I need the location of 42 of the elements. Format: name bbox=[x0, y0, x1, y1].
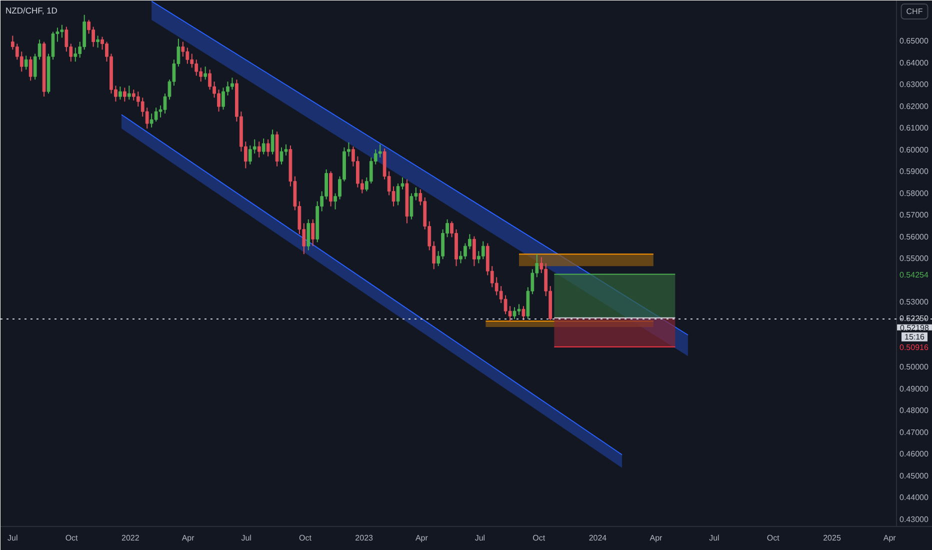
y-tick-label: 0.58000 bbox=[900, 188, 929, 198]
x-tick-label: Apr bbox=[650, 534, 663, 542]
x-tick-label: 2025 bbox=[823, 534, 842, 542]
y-tick-label: 0.43000 bbox=[900, 514, 929, 524]
y-tick-label: 0.64000 bbox=[900, 58, 929, 68]
x-tick-label: Apr bbox=[415, 534, 428, 542]
x-tick-label: Jul bbox=[241, 534, 252, 542]
y-tick-label: 0.54254 bbox=[900, 270, 929, 280]
x-tick-label: Oct bbox=[766, 534, 780, 542]
x-tick-label: Jul bbox=[709, 534, 720, 542]
y-tick-label: 0.49000 bbox=[900, 384, 929, 394]
x-tick-label: Apr bbox=[883, 534, 896, 542]
y-axis-title: CHF bbox=[906, 7, 923, 16]
y-tick-label: 0.57000 bbox=[900, 210, 929, 220]
x-tick-label: 2022 bbox=[122, 534, 140, 542]
y-tick-label: 0.50000 bbox=[900, 362, 929, 372]
x-tick-label: Jul bbox=[474, 534, 486, 542]
x-tick-label: 2023 bbox=[355, 534, 374, 542]
y-tick-label: 0.63000 bbox=[900, 80, 929, 90]
y-tick-label: 0.55000 bbox=[900, 254, 929, 264]
y-tick-label: 0.59000 bbox=[900, 167, 929, 176]
y-tick-label: 0.56000 bbox=[900, 232, 929, 242]
y-tick-label: 0.46000 bbox=[900, 450, 929, 459]
ref-line-label: 0.52198 15:16 bbox=[900, 323, 930, 342]
y-tick-label: 0.53000 bbox=[900, 298, 929, 307]
y-tick-label: 0.61000 bbox=[900, 124, 929, 133]
x-tick-label: Apr bbox=[182, 534, 195, 542]
y-tick-label: 0.65000 bbox=[900, 36, 929, 46]
y-tick-label: 0.44000 bbox=[900, 493, 929, 502]
x-tick-label: Oct bbox=[532, 534, 546, 542]
y-tick-label: 0.60000 bbox=[900, 145, 929, 154]
x-tick-label: Oct bbox=[65, 534, 79, 542]
y-tick-label: 0.48000 bbox=[900, 406, 929, 416]
y-tick-label: 0.62000 bbox=[900, 102, 929, 111]
y-tick-label: 0.47000 bbox=[900, 428, 929, 437]
y-tick-label: 0.50916 bbox=[900, 342, 929, 352]
x-tick-label: 2024 bbox=[588, 534, 608, 542]
text: NZD/CHF, 1D bbox=[6, 6, 58, 16]
x-tick-label: Oct bbox=[298, 534, 312, 542]
y-tick-label: 0.52250 bbox=[900, 314, 929, 323]
y-tick-label: 0.45000 bbox=[900, 471, 929, 480]
x-tick-label: Jul bbox=[8, 534, 18, 542]
